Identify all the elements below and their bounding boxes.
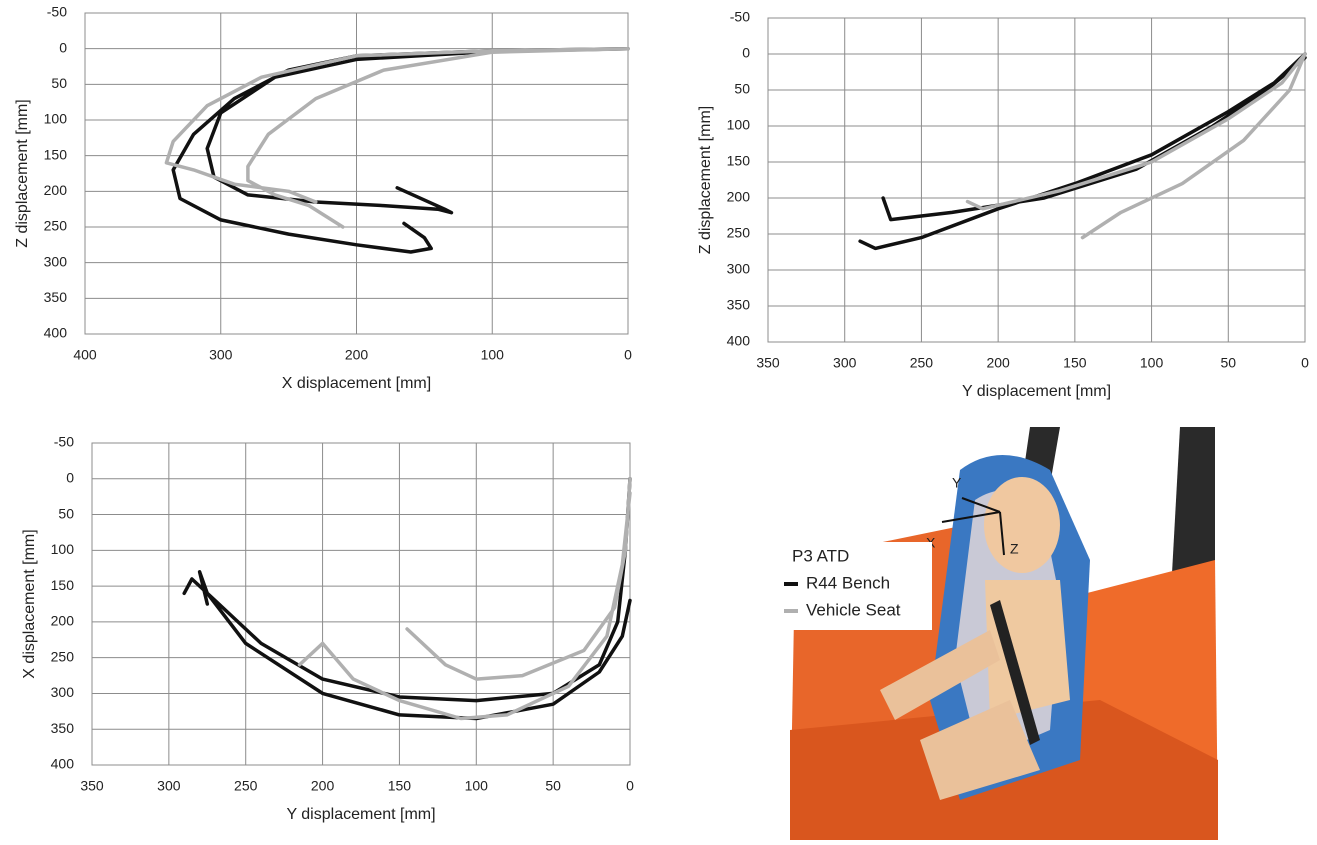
series-line bbox=[173, 49, 628, 252]
photo: Y X Z bbox=[788, 427, 1218, 840]
y-tick-label: 200 bbox=[51, 613, 75, 629]
x-tick-label: 0 bbox=[626, 778, 634, 794]
y-tick-label: 400 bbox=[727, 333, 751, 349]
y-tick-label: 300 bbox=[44, 253, 68, 269]
legend-label: Vehicle Seat bbox=[806, 600, 901, 619]
legend-label: R44 Bench bbox=[806, 573, 890, 592]
y-tick-label: 100 bbox=[727, 117, 751, 133]
y-tick-label: 250 bbox=[727, 225, 751, 241]
chart: -50 0 50 100 150 200 250 300 350 400 400 300 200 100 0… bbox=[14, 4, 632, 393]
y-tick-label: 150 bbox=[44, 146, 68, 162]
series-line bbox=[166, 49, 628, 227]
x-tick-label: 200 bbox=[345, 347, 369, 363]
y-tick-label: 100 bbox=[51, 541, 75, 557]
x-tick-label: 50 bbox=[1220, 355, 1236, 371]
y-tick-label: 50 bbox=[58, 505, 74, 521]
x-tick-label: 200 bbox=[311, 778, 335, 794]
y-tick-label: 150 bbox=[51, 577, 75, 593]
x-tick-label: 300 bbox=[833, 355, 857, 371]
x-axis-label: X displacement [mm] bbox=[282, 375, 431, 392]
x-tick-label: 300 bbox=[157, 778, 181, 794]
y-tick-label: 0 bbox=[742, 45, 750, 61]
x-tick-label: 250 bbox=[910, 355, 934, 371]
series-line bbox=[860, 54, 1305, 248]
y-tick-label: 250 bbox=[51, 648, 75, 664]
y-tick-label: 50 bbox=[734, 81, 750, 97]
y-tick-label: 0 bbox=[66, 469, 74, 485]
series-line bbox=[968, 54, 1306, 238]
x-tick-label: 100 bbox=[481, 347, 505, 363]
y-tick-label: 400 bbox=[44, 325, 68, 341]
y-axis-label: Z displacement [mm] bbox=[697, 106, 714, 254]
y-tick-label: 350 bbox=[44, 289, 68, 305]
x-tick-label: 150 bbox=[1063, 355, 1087, 371]
plot-frame bbox=[92, 443, 630, 765]
legend-title: P3 ATD bbox=[792, 546, 849, 565]
y-axis-label: Z displacement [mm] bbox=[14, 99, 31, 247]
x-tick-label: 100 bbox=[465, 778, 489, 794]
y-tick-label: 200 bbox=[44, 182, 68, 198]
legend: P3 ATD R44 Bench Vehicle Seat bbox=[782, 542, 932, 630]
y-tick-label: 350 bbox=[51, 720, 75, 736]
x-tick-label: 0 bbox=[624, 347, 632, 363]
x-tick-label: 50 bbox=[545, 778, 561, 794]
y-tick-label: -50 bbox=[54, 434, 74, 450]
y-tick-label: 200 bbox=[727, 189, 751, 205]
y-tick-label: 150 bbox=[727, 153, 751, 169]
y-tick-label: 300 bbox=[727, 261, 751, 277]
y-axis-label: X displacement [mm] bbox=[21, 529, 38, 678]
x-tick-label: 350 bbox=[756, 355, 780, 371]
y-tick-label: -50 bbox=[47, 4, 67, 20]
chart: -50 0 50 100 150 200 250 300 350 400 350 300 250 200 1… bbox=[21, 434, 634, 824]
photo-axis-label: Y bbox=[952, 475, 962, 491]
plot-frame bbox=[768, 18, 1305, 342]
x-axis-label: Y displacement [mm] bbox=[286, 806, 435, 823]
y-tick-label: 100 bbox=[44, 111, 68, 127]
y-tick-label: 50 bbox=[51, 75, 67, 91]
x-tick-label: 100 bbox=[1140, 355, 1164, 371]
x-tick-label: 350 bbox=[80, 778, 104, 794]
y-tick-label: 300 bbox=[51, 684, 75, 700]
y-tick-label: 400 bbox=[51, 756, 75, 772]
chart: -50 0 50 100 150 200 250 300 350 400 350 300 250 200 1… bbox=[697, 9, 1309, 401]
y-tick-label: 350 bbox=[727, 297, 751, 313]
y-tick-label: 0 bbox=[59, 39, 67, 55]
photo-axis-label: Z bbox=[1010, 541, 1019, 557]
x-tick-label: 400 bbox=[73, 347, 97, 363]
x-axis-label: Y displacement [mm] bbox=[962, 383, 1111, 400]
x-tick-label: 150 bbox=[388, 778, 412, 794]
y-tick-label: -50 bbox=[730, 9, 750, 25]
x-tick-label: 0 bbox=[1301, 355, 1309, 371]
x-tick-label: 250 bbox=[234, 778, 258, 794]
x-tick-label: 200 bbox=[986, 355, 1010, 371]
figure: Y X Z P3 ATD R44 Bench Vehicle Seat -50 0 5… bbox=[0, 0, 1317, 840]
y-tick-label: 250 bbox=[44, 218, 68, 234]
x-tick-label: 300 bbox=[209, 347, 233, 363]
